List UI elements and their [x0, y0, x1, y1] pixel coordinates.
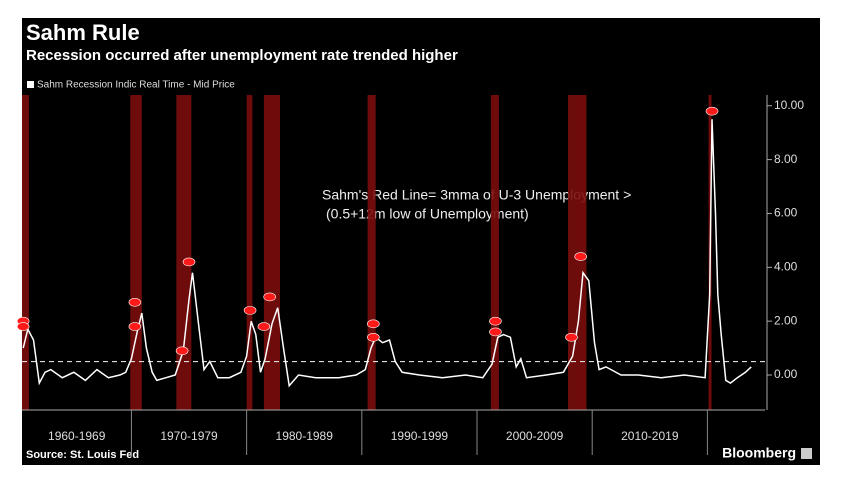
trigger-marker	[175, 346, 189, 356]
legend-label: Sahm Recession Indic Real Time - Mid Pri…	[37, 80, 235, 91]
trigger-marker	[489, 316, 502, 326]
trigger-marker	[128, 298, 142, 307]
trigger-marker	[263, 292, 276, 302]
annotation: Sahm's Red Line= 3mma of U-3 Unemploymen…	[322, 187, 631, 203]
series-line	[22, 119, 752, 388]
y-tick-label: 8.00	[774, 152, 798, 166]
x-tick-label: 2010-2019	[621, 429, 679, 443]
recession-band	[367, 95, 376, 410]
y-tick-label: 4.00	[774, 259, 798, 273]
recession-band	[263, 95, 281, 410]
plot	[22, 95, 765, 410]
chart-background	[22, 18, 820, 465]
recession-band	[568, 95, 587, 410]
recession-band	[130, 95, 142, 410]
y-tick-label: 10.00	[774, 98, 804, 112]
brand-icon	[801, 448, 812, 459]
brand: Bloomberg	[722, 445, 796, 461]
recession-band	[176, 95, 192, 410]
trigger-marker	[489, 327, 502, 337]
recession-band	[22, 95, 29, 410]
legend-swatch	[27, 81, 34, 88]
trigger-marker	[367, 319, 380, 329]
trigger-marker	[128, 322, 142, 331]
trigger-marker	[367, 333, 380, 342]
trigger-marker	[257, 322, 271, 331]
trigger-marker	[565, 333, 578, 342]
y-tick-label: 2.00	[774, 313, 798, 327]
x-tick-label: 2000-2009	[506, 429, 564, 443]
x-tick-label: 1970-1979	[160, 429, 218, 443]
recession-band	[246, 95, 253, 410]
x-tick-label: 1980-1989	[276, 429, 334, 443]
trigger-marker	[705, 106, 719, 116]
x-tick-label: 1990-1999	[391, 429, 449, 443]
y-tick-label: 6.00	[774, 206, 798, 220]
recession-band	[490, 95, 499, 410]
chart-subtitle: Recession occurred after unemployment ra…	[26, 47, 458, 64]
x-tick-label: 1960-1969	[48, 429, 106, 443]
trigger-marker	[574, 252, 587, 261]
source: Source: St. Louis Fed	[26, 449, 139, 461]
trigger-marker	[16, 322, 30, 331]
annotation: (0.5+12m low of Unemployment)	[326, 206, 529, 222]
trigger-marker	[182, 257, 196, 267]
chart-title: Sahm Rule	[26, 20, 140, 45]
trigger-marker	[243, 306, 257, 315]
y-tick-label: 0.00	[774, 367, 798, 381]
